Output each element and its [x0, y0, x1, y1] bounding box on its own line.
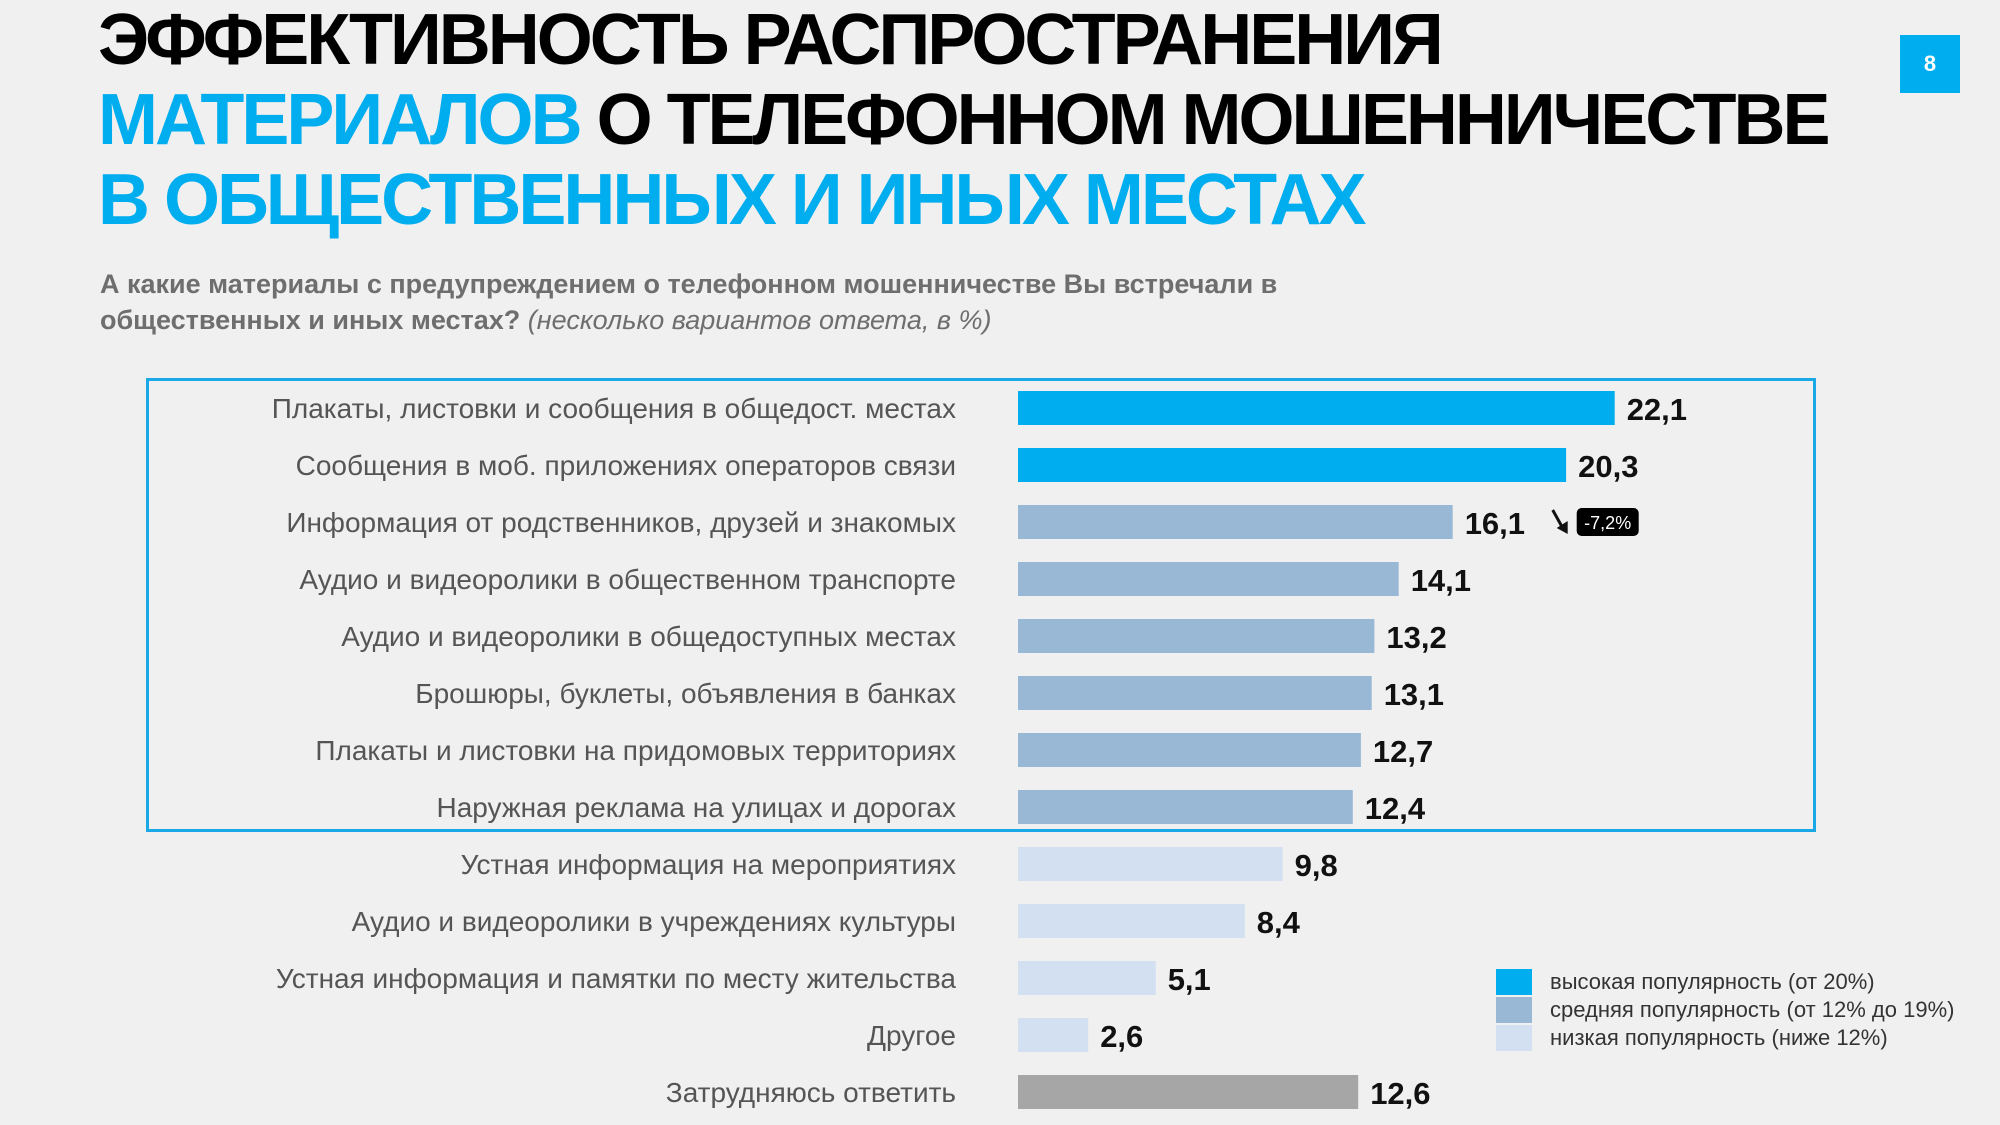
- category-label: Аудио и видеоролики в общественном транс…: [299, 564, 956, 595]
- bar: [1018, 562, 1399, 596]
- bar: [1018, 505, 1453, 539]
- bar: [1018, 676, 1372, 710]
- value-label: 12,7: [1373, 734, 1433, 769]
- title-line-2-highlight: МАТЕРИАЛОВ: [98, 80, 583, 160]
- title-line-3: В ОБЩЕСТВЕННЫХ И ИНЫХ МЕСТАХ: [98, 160, 1367, 240]
- legend-label-medium: средняя популярность (от 12% до 19%): [1550, 996, 1955, 1022]
- bar: [1018, 448, 1567, 482]
- category-label: Устная информация на мероприятиях: [461, 849, 956, 880]
- question-main: А какие материалы с предупреждением о те…: [100, 269, 1278, 335]
- value-label: 12,6: [1370, 1076, 1430, 1111]
- highlight-frame: [146, 378, 1816, 832]
- value-label: 20,3: [1578, 449, 1638, 484]
- legend-swatch-low: [1496, 1024, 1532, 1051]
- category-label: Другое: [867, 1020, 956, 1051]
- question-note: (несколько вариантов ответа, в %): [527, 305, 992, 335]
- bar: [1018, 1018, 1089, 1052]
- legend-item-medium: средняя популярность (от 12% до 19%): [1496, 996, 1976, 1023]
- category-label: Устная информация и памятки по месту жит…: [276, 963, 957, 994]
- category-label: Сообщения в моб. приложениях операторов …: [296, 450, 956, 481]
- category-label: Затрудняюсь ответить: [666, 1077, 956, 1108]
- trend-down-arrow-icon: [1551, 509, 1568, 534]
- value-label: 12,4: [1365, 791, 1426, 826]
- value-label: 14,1: [1411, 563, 1471, 598]
- bar: [1018, 904, 1245, 938]
- category-label: Информация от родственников, друзей и зн…: [286, 507, 956, 538]
- bar: [1018, 391, 1615, 425]
- value-label: 13,1: [1384, 677, 1444, 712]
- legend: высокая популярность (от 20%) средняя по…: [1496, 968, 1976, 1052]
- legend-swatch-high: [1496, 968, 1532, 995]
- bar: [1018, 733, 1361, 767]
- change-badge-label: -7,2%: [1584, 513, 1631, 533]
- change-badge: [1576, 508, 1639, 536]
- title-line-2-rest: О ТЕЛЕФОННОМ МОШЕННИЧЕСТВЕ: [579, 80, 1831, 160]
- bar: [1018, 790, 1353, 824]
- category-label: Плакаты и листовки на придомовых террито…: [315, 735, 956, 766]
- page-number-badge: 8: [1900, 35, 1960, 93]
- category-label: Наружная реклама на улицах и дорогах: [436, 792, 956, 823]
- legend-item-high: высокая популярность (от 20%): [1496, 968, 1976, 995]
- legend-item-low: низкая популярность (ниже 12%): [1496, 1024, 1976, 1051]
- legend-label-high: высокая популярность (от 20%): [1550, 968, 1875, 994]
- value-label: 2,6: [1100, 1019, 1143, 1054]
- value-label: 16,1: [1465, 506, 1525, 541]
- title-line-1: ЭФФЕКТИВНОСТЬ РАСПРОСТРАНЕНИЯ: [98, 0, 1444, 80]
- legend-label-low: низкая популярность (ниже 12%): [1550, 1024, 1888, 1050]
- value-label: 8,4: [1257, 905, 1301, 940]
- page-title: ЭФФЕКТИВНОСТЬ РАСПРОСТРАНЕНИЯ МАТЕРИАЛОВ…: [98, 0, 1838, 240]
- category-label: Брошюры, буклеты, объявления в банках: [415, 678, 956, 709]
- bar: [1018, 1075, 1359, 1109]
- value-label: 5,1: [1168, 962, 1211, 997]
- bar: [1018, 847, 1283, 881]
- legend-swatch-medium: [1496, 996, 1532, 1023]
- category-label: Аудио и видеоролики в учреждениях культу…: [352, 906, 956, 937]
- category-label: Аудио и видеоролики в общедоступных мест…: [341, 621, 956, 652]
- value-label: 9,8: [1295, 848, 1338, 883]
- bar: [1018, 619, 1375, 653]
- category-label: Плакаты, листовки и сообщения в общедост…: [272, 393, 956, 424]
- question-text: А какие материалы с предупреждением о те…: [100, 266, 1300, 338]
- bar: [1018, 961, 1156, 995]
- value-label: 22,1: [1627, 392, 1687, 427]
- value-label: 13,2: [1386, 620, 1446, 655]
